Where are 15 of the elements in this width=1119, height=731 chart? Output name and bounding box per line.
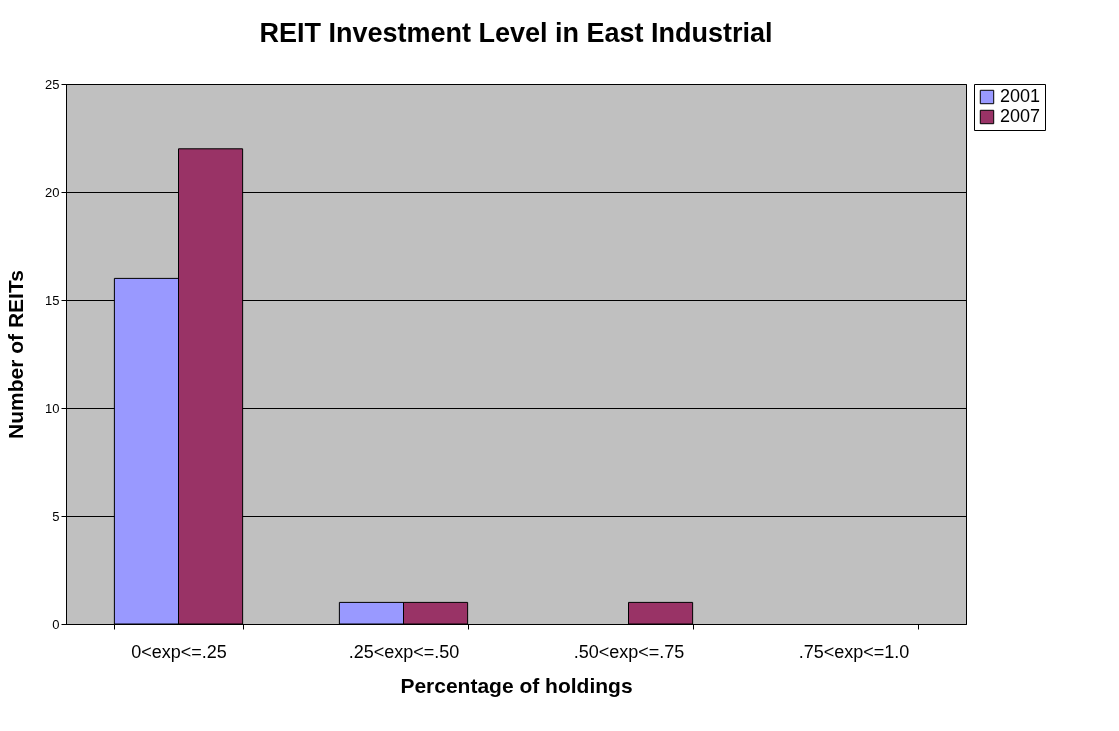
x-tick-label: .25<exp<=.50 [348,641,460,662]
y-tick-label: 20 [45,184,60,200]
y-tick-label: 0 [52,616,60,632]
x-tick-label: .50<exp<=.75 [573,641,685,662]
chart-title: REIT Investment Level in East Industrial [259,18,773,48]
legend-label: 2001 [1000,86,1041,106]
x-tick-label: .75<exp<=1.0 [798,641,910,662]
y-tick-label: 15 [45,292,60,308]
x-tick-label: 0<exp<=.25 [131,641,227,662]
legend-label: 2007 [1000,106,1041,126]
y-axis-title: Number of REITs [4,270,28,439]
y-tick-label: 25 [45,76,60,92]
x-axis-title: Percentage of holdings [400,673,633,697]
y-tick-label: 5 [52,508,60,524]
y-tick-label: 10 [45,400,60,416]
